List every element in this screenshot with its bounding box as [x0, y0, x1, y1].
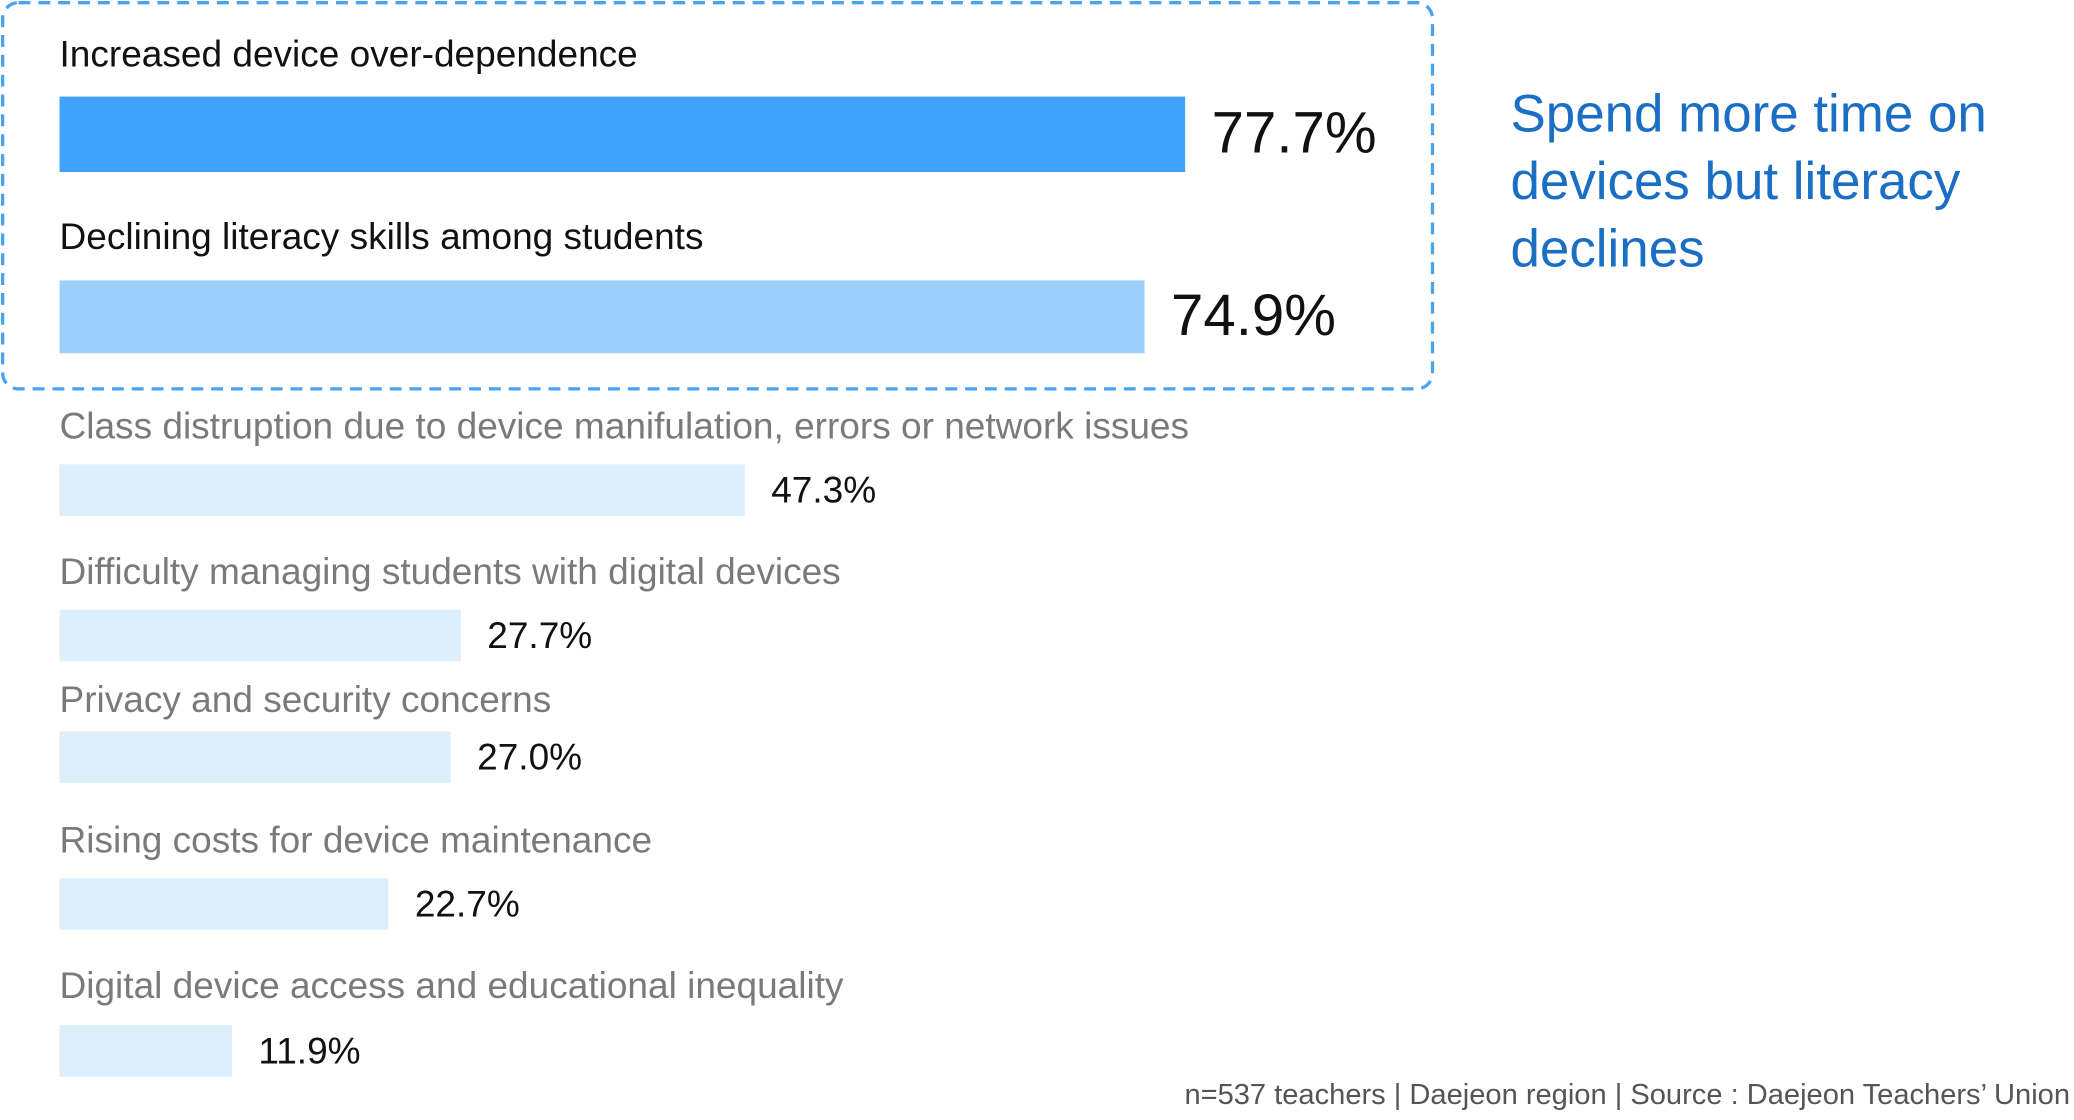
- value-label: 27.7%: [487, 614, 592, 656]
- bar: [59, 280, 1145, 354]
- category-label: Difficulty managing students with digita…: [60, 550, 841, 592]
- annotation: Spend more time on: [1511, 85, 1987, 144]
- value-label: 77.7%: [1212, 100, 1377, 165]
- category-label: Declining literacy skills among students: [60, 215, 704, 257]
- value-label: 22.7%: [415, 883, 520, 925]
- bar: [59, 731, 451, 784]
- value-label: 47.3%: [771, 469, 876, 511]
- bar: [59, 609, 461, 662]
- annotation: declines: [1511, 220, 1705, 279]
- category-label: Digital device access and educational in…: [60, 964, 844, 1006]
- category-label: Class distruption due to device manifula…: [60, 404, 1190, 446]
- bar: [59, 464, 745, 516]
- category-label: Privacy and security concerns: [60, 678, 552, 720]
- annotation: devices but literacy: [1511, 152, 1961, 211]
- value-label: 74.9%: [1171, 283, 1336, 348]
- category-label: Rising costs for device maintenance: [60, 818, 653, 860]
- highlight-box: [0, 1, 1435, 391]
- bar: [59, 96, 1186, 172]
- value-label: 27.0%: [477, 736, 582, 778]
- category-label: Increased device over-dependence: [60, 33, 638, 75]
- bar: [59, 878, 389, 930]
- source-note: n=537 teachers | Daejeon region | Source…: [1184, 1079, 2070, 1111]
- value-label: 11.9%: [258, 1029, 360, 1071]
- bar: [59, 1025, 232, 1077]
